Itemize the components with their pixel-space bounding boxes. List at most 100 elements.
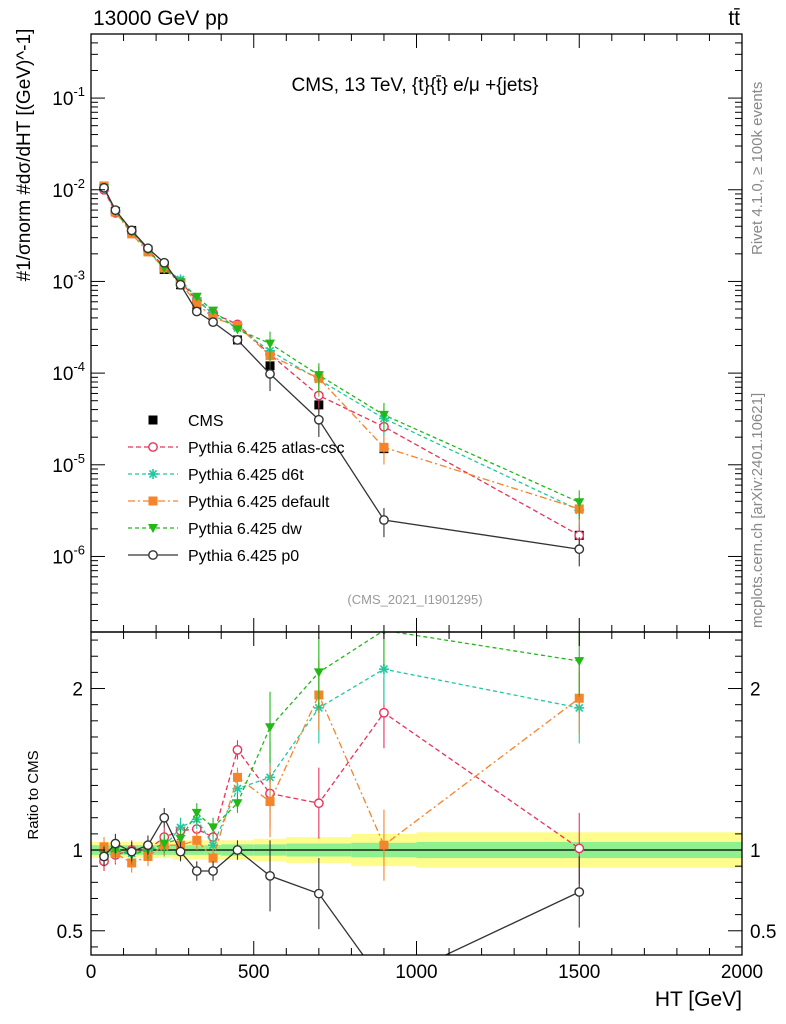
ratio-point <box>175 834 186 844</box>
data-point <box>191 292 202 302</box>
data-point <box>313 414 324 425</box>
x-axis-label: HT [GeV] <box>655 988 742 1011</box>
y-tick-label: 10-4 <box>52 359 85 385</box>
ratio-point <box>143 840 153 851</box>
data-point <box>378 410 389 420</box>
ratio-point <box>574 843 585 854</box>
data-point <box>175 279 186 290</box>
rivet-version-label: Rivet 4.1.0, ≥ 100k events <box>749 82 766 255</box>
main-panel: 10-6 10-5 10-4 10-3 10-2 10-1 CMS, 13 TeV, {t… <box>14 29 743 633</box>
legend-label: CMS <box>188 413 224 430</box>
data-point <box>232 335 243 345</box>
ratio-point <box>208 853 218 863</box>
ratio-panel: 0.5 0.51 12 20 500 1000 1500 2000 Ratio to CMS … <box>25 631 776 1011</box>
series-line-2 <box>103 187 580 511</box>
legend-label: Pythia 6.425 default <box>188 494 330 511</box>
ratio-y-tick-label: 2 <box>72 680 83 701</box>
ratio-point <box>265 797 275 807</box>
ratio-point <box>192 835 202 845</box>
legend: CMS Pythia 6.425 atlas-csc Pythia 6.425 d6… <box>128 413 345 565</box>
legend-marker <box>148 524 158 533</box>
y-tick-label: 10-1 <box>52 84 85 110</box>
ratio-point <box>574 693 584 703</box>
legend-label: Pythia 6.425 p0 <box>188 548 299 565</box>
data-point <box>265 369 275 379</box>
ratio-point <box>232 799 243 809</box>
ratio-point <box>232 845 243 855</box>
ratio-point <box>208 866 218 876</box>
data-point <box>208 306 219 316</box>
data-point <box>159 257 170 268</box>
energy-label: 13000 GeV pp <box>93 7 228 30</box>
data-point <box>143 243 153 254</box>
ratio-y-tick-label: 1 <box>72 841 83 862</box>
ratio-point <box>265 870 275 881</box>
ratio-point <box>313 668 324 678</box>
legend-marker <box>148 496 158 506</box>
data-point <box>99 182 109 193</box>
ratio-y-tick-label: 2 <box>750 680 761 701</box>
main-title: CMS, 13 TeV, {t}{t̄} e/μ +{jets} <box>291 75 538 96</box>
ratio-point <box>574 887 585 897</box>
legend-entry-5: Pythia 6.425 p0 <box>128 548 299 565</box>
legend-entry-2: Pythia 6.425 d6t <box>128 467 304 484</box>
ratio-line-4 <box>103 632 580 856</box>
x-tick-label: 1500 <box>558 962 600 983</box>
ratio-point <box>313 888 324 899</box>
ratio-y-tick-label: 0.5 <box>57 922 83 943</box>
ratio-point <box>313 798 324 809</box>
series-line-3 <box>103 185 580 510</box>
y-tick-label: 10-6 <box>52 542 85 568</box>
legend-marker <box>148 442 158 452</box>
legend-label: Pythia 6.425 atlas-csc <box>188 440 345 457</box>
data-point <box>208 317 218 328</box>
y-tick-label: 10-5 <box>52 451 85 477</box>
legend-entry-4: Pythia 6.425 dw <box>128 521 302 538</box>
mcplots-label: mcplots.cern.ch [arXiv:2401.10621] <box>749 393 766 628</box>
ratio-point <box>191 808 202 818</box>
ratio-point <box>380 980 388 988</box>
legend-marker <box>148 550 158 560</box>
main-y-axis-label: #1/σnorm #dσ/dHT [(GeV)^-1] <box>14 29 35 282</box>
data-point <box>574 498 585 508</box>
data-point <box>313 371 324 381</box>
ratio-point <box>208 823 219 833</box>
ratio-frame <box>90 631 743 956</box>
legend-entry-3: Pythia 6.425 default <box>128 494 330 511</box>
x-tick-label: 0 <box>86 962 97 983</box>
ratio-y-tick-label: 1 <box>750 841 761 862</box>
data-point <box>379 442 389 452</box>
legend-entry-1: Pythia 6.425 atlas-csc <box>128 440 345 457</box>
ratio-point <box>191 866 202 876</box>
ratio-point <box>126 846 137 857</box>
ratio-point <box>159 812 170 823</box>
ratio-point <box>175 846 186 857</box>
ratio-point <box>232 772 242 782</box>
x-tick-label: 1000 <box>395 962 437 983</box>
ratio-point <box>379 840 389 850</box>
ratio-point <box>110 838 121 849</box>
legend-entry-0: CMS <box>148 413 224 430</box>
ratio-point <box>159 839 170 849</box>
ratio-point <box>574 657 585 667</box>
data-point <box>265 339 276 349</box>
legend-marker <box>148 415 158 425</box>
y-tick-label: 10-2 <box>52 176 85 202</box>
main-frame <box>90 33 743 633</box>
data-point <box>192 298 202 308</box>
ratio-point <box>379 707 389 718</box>
series-line-1 <box>103 189 580 536</box>
main-watermark: (CMS_2021_I1901295) <box>347 592 482 607</box>
ratio-y-tick-label: 0.5 <box>750 922 776 943</box>
data-point <box>191 306 202 317</box>
data-point <box>126 225 137 236</box>
y-tick-label: 10-3 <box>52 267 85 293</box>
process-label: tt̄ <box>728 7 740 30</box>
legend-label: Pythia 6.425 dw <box>188 521 302 538</box>
data-point <box>110 205 121 215</box>
ratio-point <box>265 723 276 733</box>
legend-label: Pythia 6.425 d6t <box>188 467 304 484</box>
x-tick-label: 2000 <box>721 962 763 983</box>
data-point <box>574 544 585 555</box>
